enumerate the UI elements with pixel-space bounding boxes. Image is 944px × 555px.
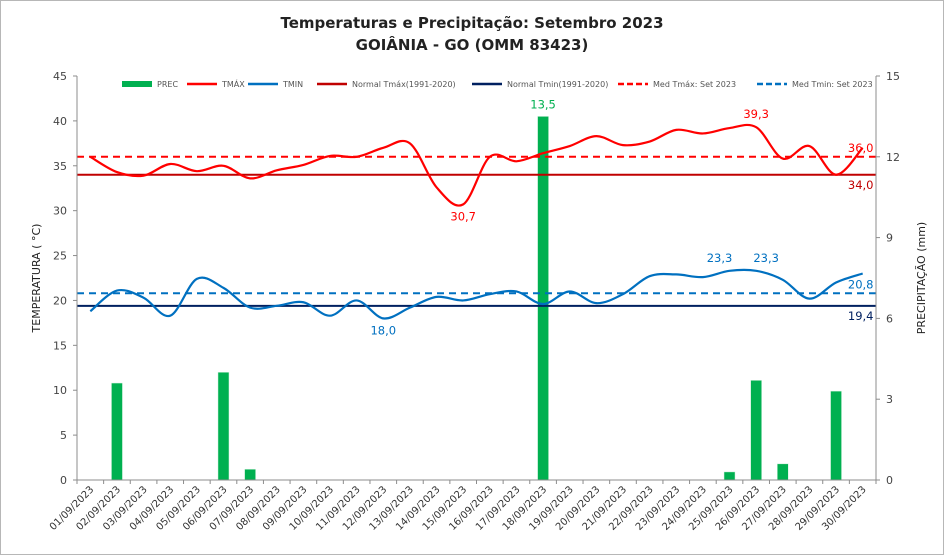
data-label: 18,0 — [370, 323, 396, 337]
axes: 0510152025303540450369121501/09/202302/0… — [48, 70, 900, 533]
precipitation-bar — [750, 380, 762, 481]
y2-tick-label: 9 — [886, 232, 893, 245]
data-label: 23,3 — [753, 251, 779, 265]
y-tick-label: 0 — [60, 474, 67, 487]
y-tick-label: 15 — [53, 339, 67, 352]
data-label: 39,3 — [743, 107, 769, 121]
data-label: 13,5 — [530, 97, 556, 111]
chart-subtitle: GOIÂNIA - GO (OMM 83423) — [355, 36, 589, 54]
y-axis-label: TEMPERATURA ( °C) — [30, 224, 43, 334]
data-label: 36,0 — [848, 141, 874, 155]
legend-label: Med Tmáx: Set 2023 — [653, 80, 736, 89]
y2-tick-label: 3 — [886, 393, 893, 406]
y-tick-label: 30 — [53, 205, 67, 218]
data-label: 23,3 — [707, 251, 733, 265]
legend: PREC TMÁX TMIN Normal Tmáx(1991-2020) Normal… — [122, 78, 873, 89]
precipitation-bar — [244, 468, 256, 481]
precipitation-bar — [537, 116, 549, 481]
precipitation-bar — [723, 471, 736, 481]
tmax-line — [89, 123, 864, 207]
precipitation-bar — [217, 372, 230, 481]
legend-label: TMIN — [282, 80, 303, 89]
y-tick-label: 5 — [60, 429, 67, 442]
precipitation-bar — [777, 463, 789, 481]
data-label: 19,4 — [848, 309, 874, 323]
y-tick-label: 10 — [53, 384, 67, 397]
y-tick-label: 40 — [53, 115, 67, 128]
tmin-line — [89, 268, 864, 320]
data-label: 20,8 — [848, 277, 874, 291]
y2-axis-label: PRECIPITAÇÃO (mm) — [915, 222, 928, 334]
reference-lines — [77, 155, 876, 307]
chart-title: Temperaturas e Precipitação: Setembro 20… — [280, 14, 664, 32]
y-tick-label: 35 — [53, 160, 67, 173]
y-tick-label: 20 — [53, 294, 67, 307]
data-labels: 13,5 30,7 39,3 36,0 34,0 18,0 23,3 23,3 20,8 19,4 — [370, 97, 873, 337]
legend-label: Normal Tmin(1991-2020) — [507, 80, 608, 89]
legend-label: PREC — [157, 80, 178, 89]
temperature-lines — [89, 123, 864, 320]
y2-tick-label: 0 — [886, 474, 893, 487]
legend-label: Med Tmin: Set 2023 — [792, 80, 873, 89]
y2-tick-label: 6 — [886, 312, 893, 325]
legend-label: Normal Tmáx(1991-2020) — [352, 80, 456, 89]
precipitation-bar — [830, 390, 842, 481]
y-tick-label: 25 — [53, 250, 67, 263]
y-tick-label: 45 — [53, 70, 67, 83]
legend-label: TMÁX — [221, 78, 245, 89]
y2-tick-label: 12 — [886, 151, 900, 164]
data-label: 34,0 — [848, 178, 874, 192]
precipitation-bar — [111, 382, 123, 481]
data-label: 30,7 — [450, 209, 476, 223]
legend-swatch-prec — [122, 81, 152, 87]
y2-tick-label: 15 — [886, 70, 900, 83]
